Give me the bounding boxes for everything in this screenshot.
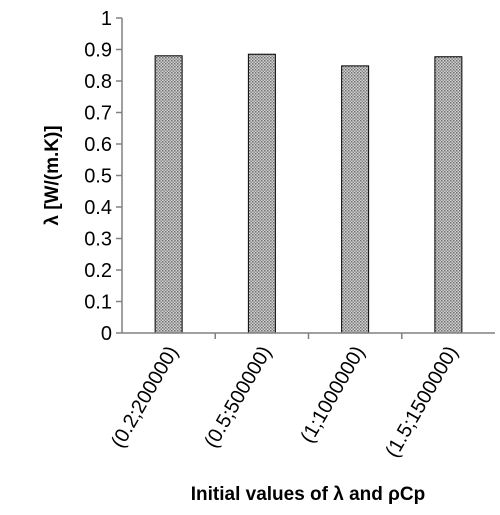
y-tick-label: 1	[101, 8, 112, 30]
x-tick-label: (1;1000000)	[296, 343, 369, 447]
y-axis-title: λ [W/(m.K)]	[42, 125, 63, 225]
y-tick-label: 0	[101, 323, 112, 345]
y-tick-label: 0.6	[84, 134, 112, 156]
y-tick-label: 0.3	[84, 229, 112, 251]
y-tick-label: 0.9	[84, 40, 112, 62]
x-tick-label: (0.2;200000)	[107, 343, 183, 452]
bar	[247, 53, 276, 334]
y-tick-label: 0.2	[84, 260, 112, 282]
bar	[154, 55, 183, 334]
y-ticks-group: 0 0.1 0.2 0.3 0.4 0.5 0.6 0.7 0.8 0.9 1	[84, 8, 122, 345]
bar	[434, 56, 463, 334]
x-tick-label: (0.5;500000)	[200, 343, 276, 452]
y-tick-label: 0.7	[84, 103, 112, 125]
x-tick-label: (1.5;1500000)	[381, 343, 462, 462]
y-tick-label: 0.1	[84, 292, 112, 314]
bars-group	[154, 53, 463, 334]
y-tick-label: 0.5	[84, 166, 112, 188]
x-ticks-group: (0.2;200000) (0.5;500000) (1;1000000) (1.5;…	[107, 333, 463, 461]
y-tick-label: 0.8	[84, 71, 112, 93]
bar	[341, 65, 370, 334]
x-axis-title: Initial values of λ and ρCp	[191, 484, 426, 505]
y-tick-label: 0.4	[84, 197, 112, 219]
